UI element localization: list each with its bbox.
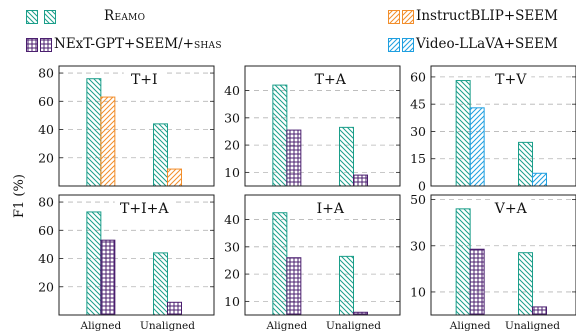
bar-next-gpt-seem-shas-aligned bbox=[100, 239, 116, 316]
panel-title: I+A bbox=[317, 201, 345, 217]
bar-reamo-aligned bbox=[86, 78, 102, 187]
y-tick-label: 30 bbox=[410, 238, 426, 253]
panel-frame bbox=[58, 194, 215, 316]
y-tick-label: 40 bbox=[224, 212, 240, 227]
bar-instructblip-seem-unaligned bbox=[167, 168, 182, 187]
legend-swatch-reamo bbox=[26, 10, 56, 24]
legend-swatch-videollava bbox=[388, 38, 414, 52]
bar-next-gpt-seem-shas-unaligned bbox=[532, 306, 547, 316]
bar-next-gpt-seem-shas-unaligned bbox=[167, 301, 182, 316]
y-tick-label: 80 bbox=[38, 66, 54, 81]
y-tick-label: 10 bbox=[410, 284, 426, 299]
panel-t-v: 0 15 30 45 60 T+V bbox=[410, 65, 576, 194]
y-tick-label: 15 bbox=[410, 151, 426, 166]
y-tick-label: 30 bbox=[410, 124, 426, 139]
bar-reamo-aligned bbox=[455, 80, 471, 187]
bar-reamo-unaligned bbox=[518, 252, 533, 316]
y-tick-label: 40 bbox=[38, 251, 54, 266]
panel-frame bbox=[430, 194, 576, 316]
legend-swatch-instructblip bbox=[388, 10, 414, 24]
y-tick-label: 20 bbox=[38, 279, 54, 294]
legend-label-instructblip: InstructBLIP+SEEM bbox=[416, 8, 558, 24]
legend-label-reamo: Reamo bbox=[104, 8, 146, 24]
bar-video-llava-seem-aligned bbox=[469, 107, 485, 187]
bar-next-gpt-seem-shas-aligned bbox=[286, 257, 302, 316]
legend-label-videollava: Video-LLaVA+SEEM bbox=[416, 36, 558, 52]
bar-reamo-unaligned bbox=[153, 252, 168, 316]
panel-title-bg bbox=[490, 70, 532, 90]
x-tick-label: Aligned bbox=[79, 320, 121, 332]
bar-reamo-aligned bbox=[455, 208, 471, 316]
y-tick-label: 0 bbox=[418, 179, 426, 194]
bar-reamo-unaligned bbox=[339, 255, 354, 316]
y-tick-label: 40 bbox=[38, 122, 54, 137]
bar-video-llava-seem-unaligned bbox=[532, 172, 547, 187]
panel-t-i: 20 40 60 80 T+I bbox=[38, 65, 215, 187]
y-tick-label: 60 bbox=[410, 69, 426, 84]
y-tick-label: 80 bbox=[38, 195, 54, 210]
panel-title-bg bbox=[123, 70, 165, 90]
panel-title: V+A bbox=[494, 201, 528, 217]
y-tick-label: 20 bbox=[224, 138, 240, 153]
y-tick-label: 60 bbox=[38, 94, 54, 109]
y-tick-label: 20 bbox=[38, 150, 54, 165]
panel-title-bg bbox=[490, 199, 532, 219]
bar-reamo-aligned bbox=[272, 84, 288, 187]
y-tick-label: 40 bbox=[224, 83, 240, 98]
bar-next-gpt-seem-shas-unaligned bbox=[353, 174, 368, 187]
bar-reamo-unaligned bbox=[518, 141, 533, 187]
panel-title-bg bbox=[309, 70, 351, 90]
bar-reamo-aligned bbox=[86, 211, 102, 316]
y-tick-label: 60 bbox=[38, 223, 54, 238]
bar-reamo-aligned bbox=[272, 212, 288, 316]
panel-title-bg bbox=[309, 199, 351, 219]
panel-title: T+A bbox=[315, 72, 347, 88]
y-tick-label: 45 bbox=[410, 97, 426, 112]
x-tick-label: Aligned bbox=[265, 320, 307, 332]
bar-reamo-unaligned bbox=[153, 123, 168, 187]
panel-title-bg bbox=[114, 199, 174, 219]
bar-instructblip-seem-aligned bbox=[100, 96, 116, 187]
panel-t-a: 10 20 30 40 T+A bbox=[224, 65, 401, 187]
panel-frame bbox=[244, 194, 401, 316]
x-tick-label: Unaligned bbox=[140, 320, 195, 332]
panel-v-a: 10 30 50 Aligned Unaligned V+A bbox=[410, 192, 576, 332]
legend-swatch-nextgpt bbox=[26, 38, 52, 52]
chart-legend: Reamo InstructBLIP+SEEM NExT-GPT+SEEM/+s… bbox=[0, 0, 576, 60]
panel-t-i-a: 20 40 60 80 Aligned Unaligned T+I+A bbox=[38, 194, 215, 332]
legend-label-nextgpt: NExT-GPT+SEEM/+shas bbox=[54, 36, 222, 52]
bar-reamo-unaligned bbox=[339, 126, 354, 187]
y-tick-label: 30 bbox=[224, 239, 240, 254]
y-tick-label: 20 bbox=[224, 267, 240, 282]
panel-frame bbox=[58, 65, 215, 187]
y-tick-label: 10 bbox=[224, 294, 240, 309]
x-tick-label: Unaligned bbox=[326, 320, 381, 332]
panel-title: T+V bbox=[495, 72, 527, 88]
y-tick-label: 30 bbox=[224, 110, 240, 125]
panel-i-a: 10 20 30 40 Aligned Unaligned I+A bbox=[224, 194, 401, 332]
bar-next-gpt-seem-shas-aligned bbox=[469, 248, 485, 316]
y-tick-label: 10 bbox=[224, 165, 240, 180]
panel-title: T+I+A bbox=[120, 201, 169, 217]
bar-next-gpt-seem-shas-aligned bbox=[286, 129, 302, 187]
panel-frame bbox=[244, 65, 401, 187]
panel-frame bbox=[430, 65, 576, 187]
x-tick-label: Aligned bbox=[449, 320, 491, 332]
x-tick-label: Unaligned bbox=[505, 320, 560, 332]
y-tick-label: 50 bbox=[410, 192, 426, 207]
panel-title: T+I bbox=[131, 72, 158, 88]
